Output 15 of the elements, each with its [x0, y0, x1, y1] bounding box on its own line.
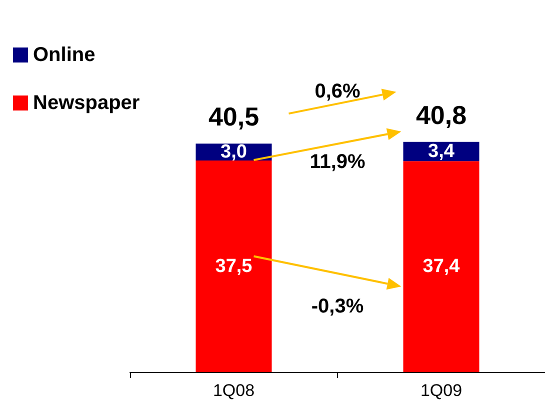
- legend-label: Newspaper: [33, 92, 140, 114]
- x-tick-label: 1Q08: [212, 381, 255, 400]
- data-label: 37,4: [422, 256, 460, 278]
- total-label: 40,8: [416, 100, 467, 130]
- text: 0,6%: [314, 80, 361, 103]
- annotation: 11,9%: [310, 151, 366, 174]
- data-label: 3,4: [428, 140, 455, 162]
- data-label: 3,0: [220, 142, 247, 163]
- annotation: -0,3%: [311, 295, 364, 318]
- data-label: 37,5: [215, 256, 253, 277]
- bar: [196, 160, 272, 372]
- bar: [403, 161, 480, 372]
- total-label: 40,5: [208, 102, 260, 132]
- x-tick-label: 1Q09: [420, 381, 462, 400]
- legend-label: Online: [33, 44, 96, 66]
